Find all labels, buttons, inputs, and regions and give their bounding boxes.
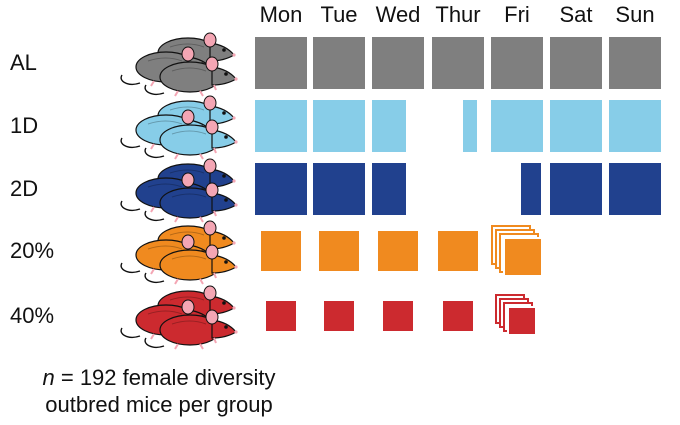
food-block: [521, 163, 541, 215]
mouse-icon: [78, 86, 246, 166]
food-block: [507, 306, 537, 336]
group-label: AL: [10, 50, 37, 75]
food-block: [255, 100, 307, 152]
food-block: [324, 301, 354, 331]
food-block: [463, 100, 477, 152]
day-label-mon: Mon: [259, 2, 303, 27]
food-block: [609, 163, 661, 215]
day-label-fri: Fri: [504, 2, 530, 27]
food-block: [609, 100, 661, 152]
group-label: 40%: [10, 303, 55, 328]
mouse-icon: [78, 211, 246, 291]
food-block: [313, 163, 365, 215]
food-block: [319, 231, 359, 271]
food-block: [255, 163, 307, 215]
group-label: 20%: [10, 238, 55, 263]
food-block: [491, 100, 543, 152]
group-label: 2D: [10, 176, 39, 201]
day-label-thur: Thur: [435, 2, 481, 27]
caption-n: n: [42, 365, 55, 390]
food-block: [550, 163, 602, 215]
food-block: [503, 237, 543, 277]
food-block: [609, 37, 661, 89]
mouse-icon: [78, 23, 246, 103]
food-block: [261, 231, 301, 271]
mouse-icon: [78, 149, 246, 229]
food-block: [491, 37, 543, 89]
food-block: [432, 37, 484, 89]
food-block: [378, 231, 418, 271]
caption-line-1: n = 192 female diversity: [14, 364, 304, 391]
day-label-tue: Tue: [320, 2, 358, 27]
mouse-icon: [78, 276, 246, 356]
food-block: [550, 37, 602, 89]
caption-line-1-text: = 192 female diversity: [54, 365, 276, 390]
food-block: [443, 301, 473, 331]
day-label-sun: Sun: [615, 2, 655, 27]
caption-line-2: outbred mice per group: [45, 392, 273, 417]
food-block: [266, 301, 296, 331]
day-label-sat: Sat: [559, 2, 593, 27]
food-block: [383, 301, 413, 331]
day-label-wed: Wed: [375, 2, 421, 27]
caption: n = 192 female diversity outbred mice pe…: [14, 364, 304, 418]
food-block: [313, 37, 365, 89]
food-block: [372, 163, 406, 215]
food-block: [313, 100, 365, 152]
food-block: [372, 100, 406, 152]
group-label: 1D: [10, 113, 39, 138]
food-block: [438, 231, 478, 271]
food-block: [372, 37, 424, 89]
food-block: [255, 37, 307, 89]
food-block: [550, 100, 602, 152]
